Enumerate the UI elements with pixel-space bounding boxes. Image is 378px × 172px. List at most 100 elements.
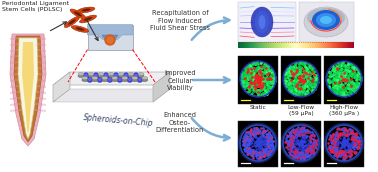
Circle shape — [124, 73, 129, 78]
Polygon shape — [18, 38, 38, 139]
Ellipse shape — [108, 73, 114, 76]
Ellipse shape — [77, 7, 95, 13]
Ellipse shape — [98, 73, 104, 76]
Ellipse shape — [108, 74, 114, 78]
Polygon shape — [10, 85, 46, 88]
Ellipse shape — [92, 78, 98, 82]
Circle shape — [105, 74, 107, 77]
Circle shape — [105, 35, 115, 45]
Polygon shape — [10, 103, 46, 106]
Ellipse shape — [142, 78, 148, 82]
Ellipse shape — [259, 15, 265, 29]
Circle shape — [119, 78, 121, 81]
Ellipse shape — [74, 12, 82, 17]
Polygon shape — [10, 49, 46, 52]
Ellipse shape — [118, 73, 124, 76]
Ellipse shape — [138, 73, 144, 76]
Ellipse shape — [78, 73, 84, 76]
Ellipse shape — [132, 78, 138, 82]
Circle shape — [104, 73, 108, 78]
FancyBboxPatch shape — [281, 56, 321, 104]
Circle shape — [95, 74, 97, 77]
Ellipse shape — [68, 19, 76, 25]
Text: Spheroids-on-Chip: Spheroids-on-Chip — [82, 113, 153, 128]
Ellipse shape — [122, 77, 128, 79]
Polygon shape — [87, 24, 133, 42]
Text: High-Flow
(360 µPa ): High-Flow (360 µPa ) — [329, 105, 359, 116]
Ellipse shape — [316, 13, 336, 27]
Ellipse shape — [304, 7, 348, 37]
Ellipse shape — [71, 26, 89, 32]
Ellipse shape — [82, 78, 88, 82]
Polygon shape — [10, 109, 46, 112]
Circle shape — [125, 74, 127, 77]
Circle shape — [113, 73, 118, 78]
Ellipse shape — [88, 73, 94, 76]
Text: Low-Flow
(59 µPa): Low-Flow (59 µPa) — [288, 105, 314, 116]
Text: Static: Static — [249, 105, 266, 110]
Ellipse shape — [82, 9, 90, 12]
Ellipse shape — [65, 17, 79, 28]
Polygon shape — [102, 35, 118, 44]
Ellipse shape — [142, 77, 148, 79]
Text: Enhanced
Osteo-
Differentiation: Enhanced Osteo- Differentiation — [156, 112, 204, 133]
Polygon shape — [153, 72, 170, 102]
Polygon shape — [10, 79, 46, 82]
FancyBboxPatch shape — [299, 2, 354, 42]
Circle shape — [87, 77, 92, 82]
Circle shape — [137, 77, 142, 82]
Ellipse shape — [88, 74, 94, 78]
Polygon shape — [14, 36, 42, 142]
Ellipse shape — [128, 73, 134, 76]
Polygon shape — [10, 67, 46, 70]
Ellipse shape — [312, 10, 340, 30]
FancyBboxPatch shape — [281, 121, 321, 167]
Circle shape — [84, 73, 88, 78]
Ellipse shape — [84, 17, 92, 21]
Circle shape — [135, 74, 137, 77]
Circle shape — [127, 77, 132, 82]
Circle shape — [107, 37, 113, 43]
Ellipse shape — [307, 8, 345, 28]
Circle shape — [129, 78, 131, 81]
Circle shape — [97, 77, 102, 82]
Ellipse shape — [132, 77, 138, 79]
Circle shape — [107, 77, 112, 82]
Polygon shape — [22, 42, 34, 134]
FancyBboxPatch shape — [324, 121, 364, 167]
Polygon shape — [10, 91, 46, 94]
Polygon shape — [53, 89, 170, 102]
Circle shape — [108, 78, 111, 81]
Ellipse shape — [76, 27, 84, 31]
Ellipse shape — [320, 16, 332, 24]
Ellipse shape — [102, 78, 108, 82]
Polygon shape — [10, 97, 46, 100]
Circle shape — [99, 78, 101, 81]
Ellipse shape — [251, 7, 273, 37]
Circle shape — [117, 77, 122, 82]
Ellipse shape — [128, 74, 134, 78]
FancyBboxPatch shape — [238, 2, 296, 42]
FancyBboxPatch shape — [324, 56, 364, 104]
FancyBboxPatch shape — [238, 121, 278, 167]
Polygon shape — [10, 34, 46, 146]
Circle shape — [88, 78, 91, 81]
Circle shape — [93, 73, 99, 78]
Text: Improved
Cellular
Viability: Improved Cellular Viability — [164, 70, 196, 91]
Ellipse shape — [255, 11, 269, 33]
Ellipse shape — [122, 78, 128, 82]
Polygon shape — [10, 43, 46, 46]
FancyBboxPatch shape — [238, 56, 278, 104]
Ellipse shape — [78, 74, 84, 78]
Text: Recapitulation of
Flow Induced
Fluid Shear Stress: Recapitulation of Flow Induced Fluid She… — [150, 10, 210, 31]
Ellipse shape — [112, 77, 118, 79]
Polygon shape — [10, 37, 46, 40]
Polygon shape — [53, 72, 70, 102]
Circle shape — [133, 73, 138, 78]
Circle shape — [115, 74, 117, 77]
Ellipse shape — [102, 77, 108, 79]
Ellipse shape — [98, 74, 104, 78]
Ellipse shape — [79, 15, 96, 23]
Ellipse shape — [82, 77, 88, 79]
Circle shape — [85, 74, 87, 77]
